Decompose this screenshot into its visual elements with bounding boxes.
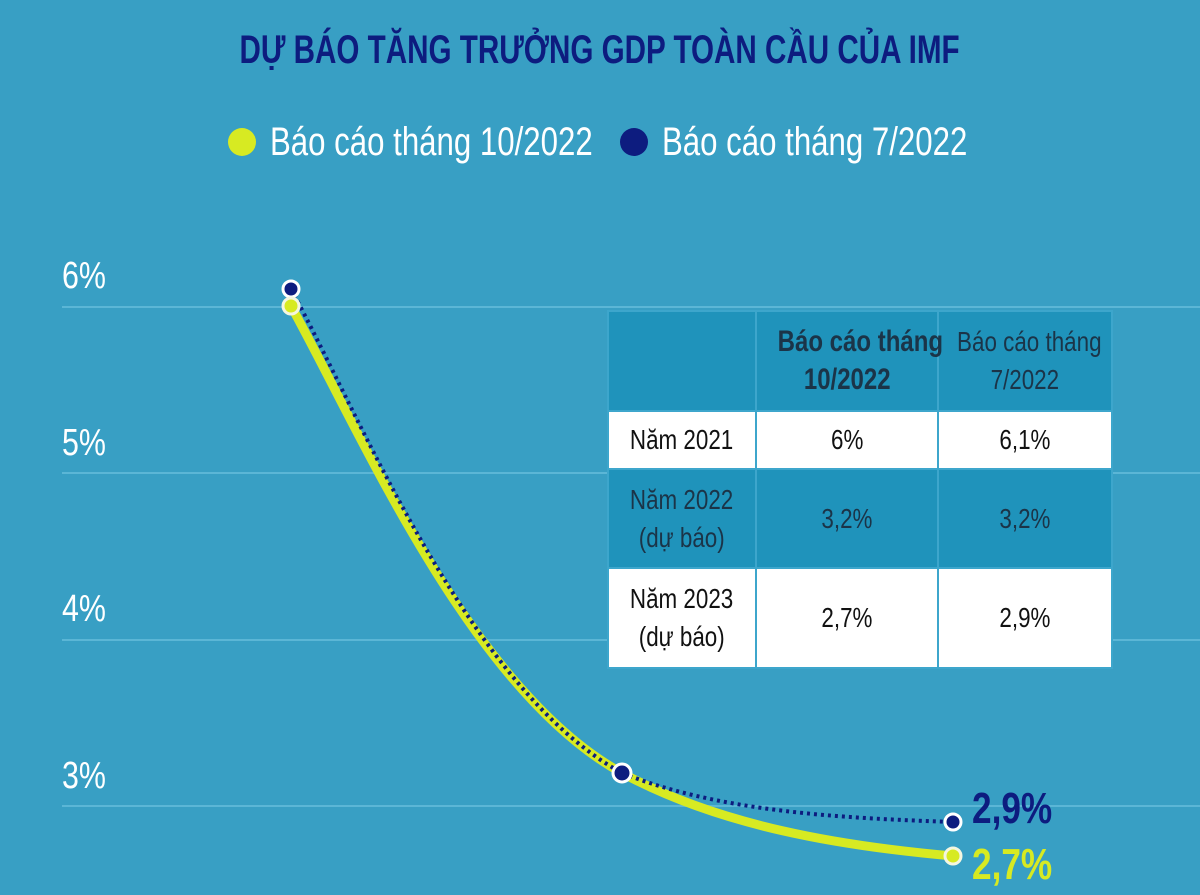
table-cell-year: Năm 2021 (607, 410, 757, 470)
table-row: Năm 2022 (dự báo) 3,2% 3,2% (607, 468, 1113, 569)
legend-item-oct-2022: Báo cáo tháng 10/2022 (228, 112, 684, 172)
table-cell-year: Năm 2022 (dự báo) (607, 468, 757, 569)
table-cell-oct: 3,2% (755, 468, 939, 569)
table-cell-year: Năm 2023 (dự báo) (607, 567, 757, 669)
chart-title: DỰ BÁO TĂNG TRƯỞNG GDP TOÀN CẦU CỦA IMF (0, 22, 1200, 78)
table-header-jul: Báo cáo tháng 7/2022 (937, 310, 1113, 412)
table-cell-jul: 3,2% (937, 468, 1113, 569)
table-cell-oct: 6% (755, 410, 939, 470)
point-jul-2023 (943, 812, 963, 832)
end-label-oct-2023: 2,7% (972, 840, 1053, 889)
end-label-jul-2023: 2,9% (972, 784, 1053, 833)
legend-label: Báo cáo tháng 7/2022 (662, 120, 968, 164)
y-tick-4: 4% (62, 588, 106, 630)
point-oct-2023 (943, 846, 963, 866)
series-line-jul-2022 (289, 288, 954, 824)
gridline-6 (62, 306, 1200, 308)
table-row: Năm 2021 6% 6,1% (607, 410, 1113, 470)
point-oct-2021 (281, 296, 301, 316)
table-cell-jul: 6,1% (937, 410, 1113, 470)
legend-item-jul-2022: Báo cáo tháng 7/2022 (620, 112, 1053, 172)
legend-dot-icon (620, 128, 648, 156)
table-header-oct: Báo cáo tháng 10/2022 (755, 310, 943, 412)
point-jul-2021 (281, 279, 301, 299)
series-line-oct-2022 (286, 301, 958, 861)
y-tick-5: 5% (62, 422, 106, 464)
chart-title-text: DỰ BÁO TĂNG TRƯỞNG GDP TOÀN CẦU CỦA IMF (239, 28, 961, 72)
table-cell-jul: 2,9% (937, 567, 1113, 669)
legend-label: Báo cáo tháng 10/2022 (270, 120, 593, 164)
legend-dot-icon (228, 128, 256, 156)
table-row: Năm 2023 (dự báo) 2,7% 2,9% (607, 567, 1113, 669)
legend: Báo cáo tháng 10/2022 Báo cáo tháng 7/20… (0, 112, 1200, 172)
y-tick-3: 3% (62, 755, 106, 797)
gridline-3 (62, 805, 1200, 807)
y-tick-6: 6% (62, 255, 106, 297)
table-cell-oct: 2,7% (755, 567, 939, 669)
table-header-empty (607, 310, 757, 412)
forecast-table: Báo cáo tháng 10/2022 Báo cáo tháng 7/20… (607, 310, 1113, 669)
point-2022 (611, 762, 633, 784)
table-header-row: Báo cáo tháng 10/2022 Báo cáo tháng 7/20… (607, 310, 1113, 412)
